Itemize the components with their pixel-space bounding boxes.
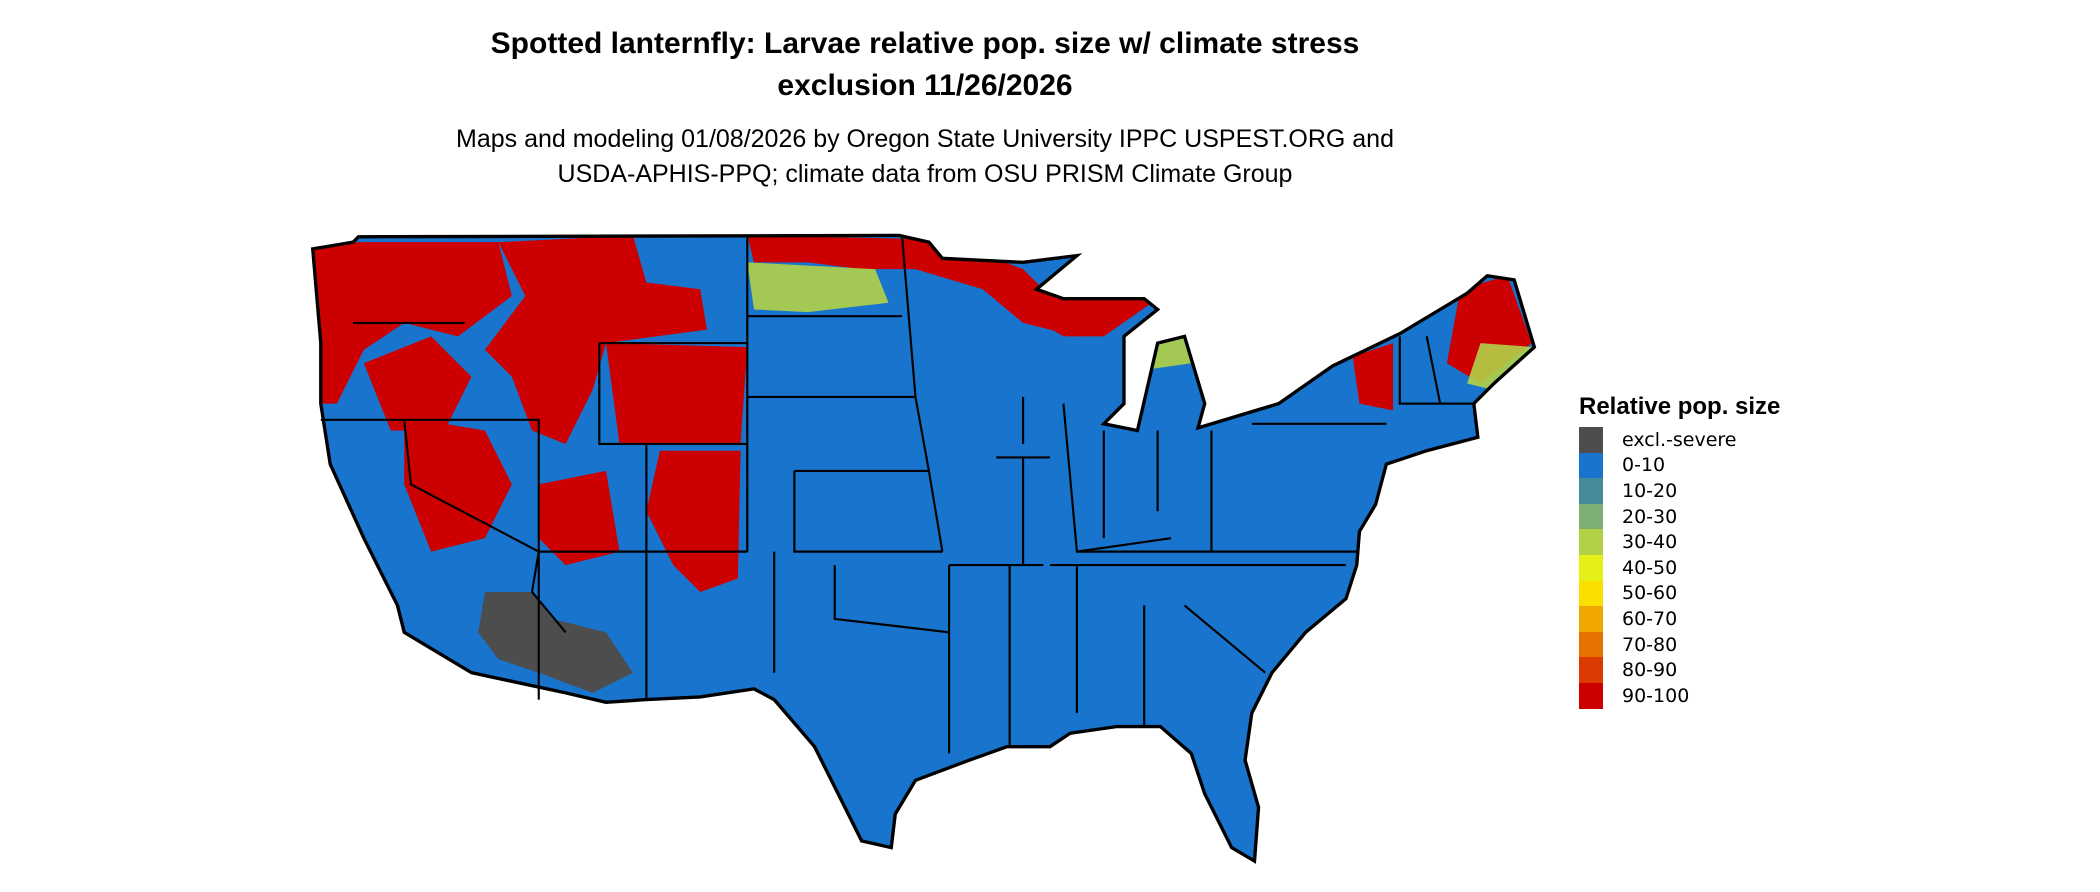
map-title-line-1: Spotted lanternfly: Larvae relative pop.… [490,27,1360,60]
legend-label: 10-20 [1622,479,1678,502]
legend-item: 30-40 [1579,529,1780,555]
legend-item: 90-100 [1579,682,1780,709]
legend-swatch [1579,503,1603,530]
legend-swatch [1579,606,1603,632]
legend-swatch [1579,554,1603,581]
region-excl-severe [478,591,633,693]
legend-swatch [1579,427,1603,453]
legend-swatch [1579,580,1603,607]
legend-label: 0-10 [1622,454,1666,477]
legend-label: excl.-severe [1622,428,1737,451]
legend-item: 80-90 [1579,657,1780,683]
legend-item: 10-20 [1579,478,1780,504]
legend-label: 90-100 [1622,684,1690,707]
legend-swatch [1579,478,1603,504]
legend-item: 40-50 [1579,554,1780,581]
legend-label: 30-40 [1622,531,1678,554]
legend-item: 60-70 [1579,606,1780,632]
legend-swatch [1579,529,1603,555]
legend: Relative pop. size excl.-severe 0-10 10-20… [1579,393,1780,709]
map-title-line-2: exclusion 11/26/2026 [777,69,1073,102]
legend-label: 40-50 [1622,556,1678,579]
legend-swatch [1579,631,1603,658]
legend-items: excl.-severe 0-10 10-20 20-30 30-40 40-50 50-6… [1579,427,1780,709]
legend-item: 0-10 [1579,452,1780,479]
legend-label: 60-70 [1622,607,1678,630]
legend-label: 50-60 [1622,582,1678,605]
legend-item: 20-30 [1579,503,1780,530]
legend-swatch [1579,682,1603,709]
legend-swatch [1579,657,1603,683]
legend-label: 70-80 [1622,633,1678,656]
legend-label: 20-30 [1622,505,1678,528]
map-subtitle-line-2: USDA-APHIS-PPQ; climate data from OSU PR… [557,160,1293,188]
legend-label: 80-90 [1622,659,1678,682]
legend-item: excl.-severe [1579,427,1780,453]
legend-swatch [1579,452,1603,479]
legend-title: Relative pop. size [1579,393,1781,420]
state-boundaries [311,233,1537,863]
legend-item: 50-60 [1579,580,1780,607]
legend-item: 70-80 [1579,631,1780,658]
map-subtitle-line-1: Maps and modeling 01/08/2026 by Oregon S… [456,125,1394,153]
